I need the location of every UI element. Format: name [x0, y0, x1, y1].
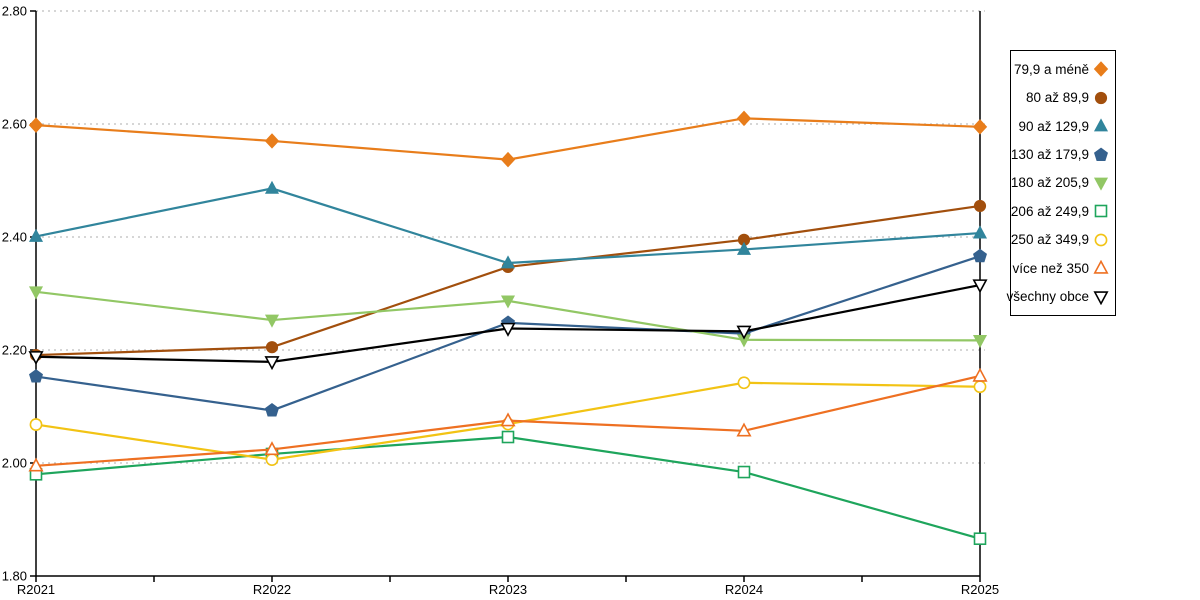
legend-item-6: 206 až 249,9 — [1011, 197, 1115, 225]
legend-item-1: 79,9 a méně — [1011, 55, 1115, 83]
x-axis-label: R2021 — [17, 582, 55, 597]
legend-item-label: 206 až 249,9 — [1010, 203, 1089, 219]
legend-pentagon-icon — [1094, 147, 1108, 161]
legend-item-label: 130 až 179,9 — [1010, 147, 1089, 163]
series-4-marker-R2025 — [973, 248, 987, 263]
series-8-marker-R2023 — [500, 412, 516, 427]
legend-item-label: více než 350 — [1012, 260, 1089, 276]
series-8-marker-R2022 — [264, 441, 280, 456]
series-3-marker-R2021 — [28, 228, 44, 242]
series-3-marker-R2024 — [736, 241, 752, 255]
series-4-marker-R2022 — [265, 403, 279, 417]
legend-item-label: 79,9 a méně — [1013, 61, 1089, 77]
series-9-marker-R2023 — [500, 322, 516, 337]
legend-triangle-up-icon — [1093, 118, 1109, 132]
legend-item-8: více než 350 — [1011, 254, 1115, 282]
legend-diamond-icon — [1093, 61, 1109, 78]
series-5-marker-R2025 — [972, 334, 988, 349]
series-7-marker-R2024 — [737, 376, 751, 390]
legend-item-label: 90 až 129,9 — [1018, 118, 1089, 134]
series-6-group — [29, 430, 987, 546]
series-8-marker-R2025 — [972, 367, 988, 382]
legend-item-5: 180 až 205,9 — [1011, 169, 1115, 197]
x-axis-label: R2025 — [961, 582, 999, 597]
series-1-marker-R2021 — [28, 117, 44, 133]
legend-item-4: 130 až 179,9 — [1011, 140, 1115, 168]
series-1-group — [28, 110, 988, 168]
series-5-marker-R2023 — [500, 295, 516, 309]
legend-item-9: všechny obce — [1006, 282, 1115, 310]
series-1-marker-R2022 — [264, 133, 280, 149]
series-6-marker-R2023 — [501, 430, 515, 444]
legend-item-label: všechny obce — [1006, 289, 1089, 305]
series-7-marker-R2025 — [973, 380, 987, 394]
y-axis-label: 2.40 — [2, 230, 27, 245]
legend-item-3: 90 až 129,9 — [1011, 112, 1115, 140]
series-9-group — [28, 279, 988, 371]
series-2-marker-R2025 — [973, 199, 987, 213]
series-5-group — [28, 286, 988, 349]
series-9-marker-R2025 — [972, 279, 988, 294]
legend-triangle-down-icon — [1093, 290, 1109, 305]
series-9-marker-R2024 — [736, 325, 752, 340]
series-6-marker-R2025 — [973, 532, 987, 546]
series-1-marker-R2024 — [736, 110, 752, 127]
legend-square-icon — [1094, 205, 1108, 218]
series-5-marker-R2022 — [264, 314, 280, 328]
series-7-marker-R2021 — [29, 418, 43, 431]
series-8-marker-R2021 — [28, 457, 44, 472]
y-axis-label: 2.00 — [2, 456, 27, 471]
legend-item-2: 80 až 89,9 — [1011, 84, 1115, 112]
series-9-marker-R2022 — [264, 356, 280, 371]
series-8-group — [28, 367, 988, 472]
series-3-group — [28, 180, 988, 269]
y-axis-label: 2.20 — [2, 343, 27, 358]
series-6-marker-R2024 — [737, 465, 751, 479]
y-axis-label: 1.80 — [2, 569, 27, 584]
series-3-marker-R2022 — [264, 180, 280, 194]
series-7-marker-R2022 — [265, 453, 279, 467]
series-2-marker-R2022 — [265, 341, 279, 354]
legend-item-label: 250 až 349,9 — [1010, 232, 1089, 248]
chart-legend: 79,9 a méně 80 až 89,9 90 až 129,9 130 až 1… — [1006, 50, 1116, 316]
legend-item-7: 250 až 349,9 — [1011, 226, 1115, 254]
legend-item-label: 180 až 205,9 — [1010, 175, 1089, 191]
series-3-marker-R2025 — [972, 225, 988, 239]
series-1-marker-R2025 — [972, 119, 988, 135]
series-5-marker-R2021 — [28, 286, 44, 300]
series-1-marker-R2023 — [500, 151, 516, 168]
legend-item-label: 80 až 89,9 — [1025, 90, 1089, 106]
series-9-marker-R2021 — [28, 351, 44, 366]
legend-triangle-up-icon — [1093, 260, 1109, 274]
legend-circle-icon — [1094, 233, 1108, 247]
series-3-marker-R2023 — [500, 255, 516, 269]
x-axis-label: R2024 — [725, 582, 763, 597]
y-axis-label: 2.60 — [2, 117, 27, 132]
x-axis-label: R2022 — [253, 582, 291, 597]
series-6-line — [35, 435, 981, 540]
series-4-marker-R2021 — [29, 369, 43, 383]
series-8-marker-R2024 — [736, 422, 752, 437]
x-axis-label: R2023 — [489, 582, 527, 597]
y-axis-label: 2.80 — [2, 4, 27, 19]
legend-circle-icon — [1094, 91, 1108, 104]
legend-triangle-down-icon — [1093, 177, 1109, 191]
